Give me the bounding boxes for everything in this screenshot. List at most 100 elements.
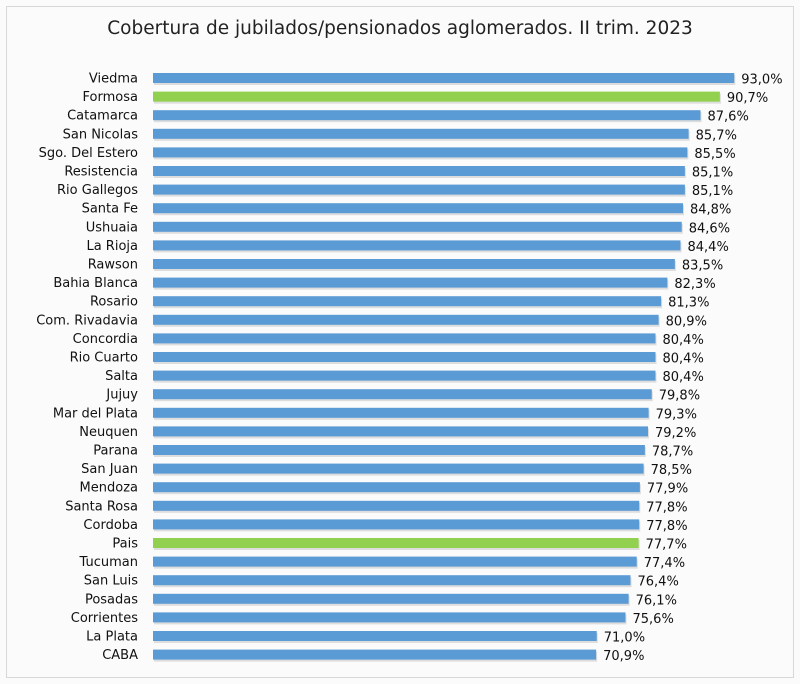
chart-frame: [6, 6, 794, 678]
data-label: 75,6%: [633, 612, 674, 627]
data-label: 84,4%: [688, 240, 729, 255]
bar-rosario: [153, 296, 662, 307]
data-label: 71,0%: [604, 631, 645, 646]
bar-mar-del-plata: [153, 407, 649, 418]
category-label: Santa Fe: [82, 202, 138, 217]
bar-bahia-blanca: [153, 277, 668, 288]
category-label: Pais: [112, 537, 138, 552]
data-label: 79,3%: [656, 407, 697, 422]
bar-corrientes: [153, 612, 626, 623]
data-label: 78,5%: [651, 463, 692, 478]
data-label: 93,0%: [741, 73, 782, 88]
category-label: Rosario: [90, 295, 138, 310]
category-label: CABA: [102, 648, 138, 663]
category-label: Bahia Blanca: [53, 276, 138, 291]
data-label: 80,4%: [663, 333, 704, 348]
bar-viedma: [153, 73, 735, 83]
category-label: Com. Rivadavia: [36, 313, 138, 328]
data-label: 77,4%: [644, 556, 685, 571]
bar-la-plata: [153, 631, 597, 641]
category-label: La Plata: [86, 630, 138, 645]
category-label: Rawson: [88, 258, 138, 273]
data-label: 78,7%: [652, 445, 693, 460]
data-label: 81,3%: [668, 296, 709, 311]
category-label: Salta: [105, 369, 138, 384]
bar-rio-gallegos: [153, 184, 685, 195]
category-label: Rio Gallegos: [57, 183, 138, 198]
data-label: 85,1%: [692, 166, 733, 181]
bar-tucuman: [153, 556, 637, 567]
category-label: Corrientes: [71, 611, 138, 626]
bar-cordoba: [153, 519, 640, 530]
category-label: San Luis: [84, 574, 138, 589]
category-label: San Nicolas: [63, 127, 139, 142]
bar-jujuy: [153, 389, 652, 400]
category-label: San Juan: [81, 462, 138, 477]
category-label: Cordoba: [83, 518, 138, 533]
category-label: Viedma: [89, 72, 138, 87]
category-label: Parana: [93, 444, 138, 459]
bar-neuquen: [153, 426, 648, 437]
bar-santa-fe: [153, 203, 683, 214]
category-label: Catamarca: [67, 109, 138, 124]
data-label: 87,6%: [708, 110, 749, 125]
category-label: Tucuman: [79, 555, 138, 570]
bar-san-juan: [153, 463, 644, 474]
category-label: Santa Rosa: [65, 499, 138, 514]
bar-formosa: [153, 91, 720, 102]
category-label: Sgo. Del Estero: [39, 146, 138, 161]
category-label: Posadas: [85, 592, 138, 607]
bar-concordia: [153, 333, 656, 344]
bar-ushuaia: [153, 221, 682, 232]
bar-rio-cuarto: [153, 352, 656, 362]
data-label: 77,9%: [647, 482, 688, 497]
bar-parana: [153, 445, 645, 455]
bar-rawson: [153, 259, 675, 269]
data-label: 85,7%: [696, 128, 737, 143]
data-label: 85,1%: [692, 184, 733, 199]
bar-resistencia: [153, 166, 685, 176]
category-label: Concordia: [73, 332, 138, 347]
bar-santa-rosa: [153, 500, 640, 511]
data-label: 85,5%: [694, 147, 735, 162]
category-label: La Rioja: [86, 239, 138, 254]
category-label: Formosa: [83, 90, 138, 105]
category-label: Mar del Plata: [53, 406, 138, 421]
category-label: Neuquen: [79, 425, 138, 440]
category-label: Resistencia: [64, 165, 138, 180]
data-label: 76,1%: [636, 593, 677, 608]
category-label: Mendoza: [80, 481, 138, 496]
bar-mendoza: [153, 482, 640, 493]
chart-title: Cobertura de jubilados/pensionados aglom…: [107, 18, 693, 39]
data-label: 80,4%: [663, 352, 704, 367]
bar-san-nicolas: [153, 128, 689, 139]
bar-pais: [153, 538, 639, 548]
data-label: 77,8%: [646, 500, 687, 515]
bar-la-rioja: [153, 240, 681, 251]
data-label: 80,9%: [666, 314, 707, 329]
bar-com-rivadavia: [153, 314, 659, 325]
data-label: 80,4%: [663, 370, 704, 385]
data-label: 79,2%: [655, 426, 696, 441]
bar-posadas: [153, 593, 629, 604]
bar-sgo-del-estero: [153, 147, 688, 158]
data-label: 77,8%: [646, 519, 687, 534]
data-label: 79,8%: [659, 389, 700, 404]
bar-caba: [153, 649, 597, 660]
data-label: 83,5%: [682, 259, 723, 274]
data-label: 84,6%: [689, 221, 730, 236]
bar-salta: [153, 370, 656, 381]
data-label: 76,4%: [638, 575, 679, 590]
data-label: 77,7%: [646, 538, 687, 553]
category-label: Jujuy: [105, 388, 138, 403]
data-label: 90,7%: [727, 91, 768, 106]
category-label: Ushuaia: [86, 220, 138, 235]
bar-san-luis: [153, 575, 631, 586]
bar-catamarca: [153, 110, 701, 121]
data-label: 70,9%: [603, 649, 644, 664]
data-label: 84,8%: [690, 203, 731, 218]
data-label: 82,3%: [674, 277, 715, 292]
category-label: Rio Cuarto: [70, 351, 138, 366]
